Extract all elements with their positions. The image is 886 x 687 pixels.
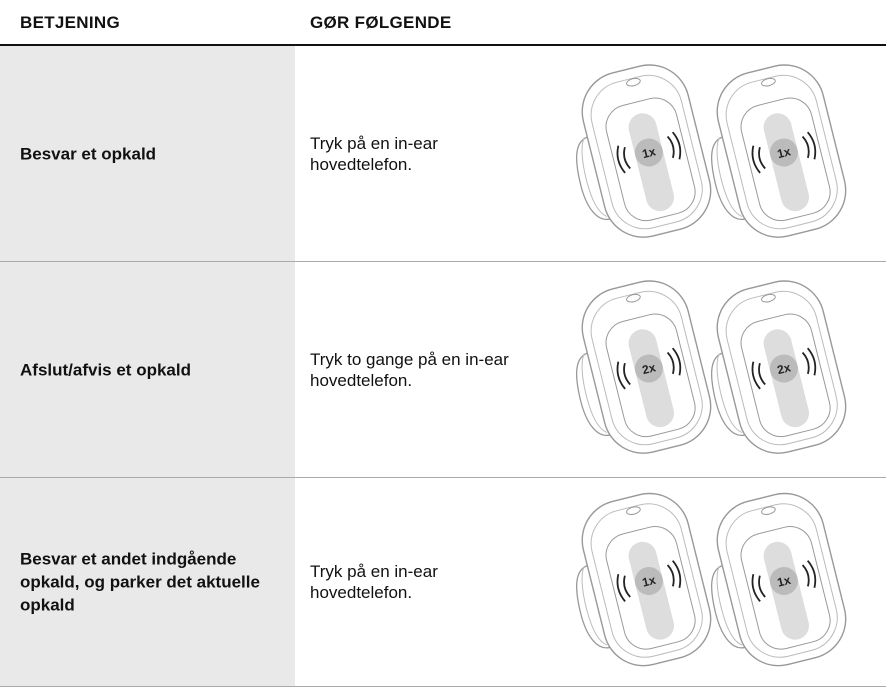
earbud-shape bbox=[769, 138, 798, 167]
earbud-shape bbox=[576, 564, 610, 649]
earbud-shape bbox=[576, 135, 610, 220]
header-cell: GØR FØLGENDE bbox=[310, 13, 452, 32]
table-row: Afslut/afvis et opkald Tryk to gange på e… bbox=[0, 262, 886, 478]
earbud-shape bbox=[590, 503, 703, 658]
earbud-shape bbox=[769, 354, 798, 383]
earbud-shape bbox=[751, 131, 817, 174]
earbud-shape bbox=[576, 351, 610, 436]
action-text: Tryk på en in-ear hovedtelefon. bbox=[310, 133, 438, 174]
earbud-shape bbox=[626, 77, 641, 87]
tap-count: 2x bbox=[641, 360, 658, 377]
earbud-shape bbox=[711, 135, 745, 220]
earbud-shape bbox=[716, 565, 743, 646]
control-text: Besvar et andet indgående opkald, og par… bbox=[20, 549, 260, 615]
earbud: 2x bbox=[711, 280, 847, 454]
tap-count: 1x bbox=[641, 144, 658, 161]
earbud-shape bbox=[634, 567, 663, 596]
earbud-shape bbox=[761, 77, 776, 87]
earbud-shape bbox=[716, 353, 743, 434]
earbud-icon: 1x bbox=[711, 64, 847, 238]
earbud-shape bbox=[626, 506, 641, 515]
earbud-shape bbox=[634, 138, 663, 167]
earbud: 2x bbox=[576, 280, 712, 454]
earbud-shape bbox=[616, 131, 682, 174]
action-text: Tryk to gange på en in-ear hovedtelefon. bbox=[310, 349, 509, 390]
earbud-shape bbox=[581, 353, 608, 434]
earbud: 1x bbox=[576, 492, 712, 667]
earbud-icon: 1x bbox=[576, 492, 712, 667]
earbud-shape bbox=[616, 560, 682, 602]
earbud-shape bbox=[725, 74, 838, 230]
action-text: Tryk på en in-ear hovedtelefon. bbox=[310, 562, 438, 602]
earbud-shape bbox=[616, 347, 682, 390]
earbud: 1x bbox=[711, 492, 847, 667]
header-cell: BETJENING bbox=[20, 13, 120, 32]
earbud-shape bbox=[761, 506, 776, 515]
earbud-shape bbox=[711, 564, 745, 649]
earbud: 1x bbox=[576, 64, 712, 238]
earbud-shape bbox=[590, 74, 703, 230]
earbud-shape bbox=[761, 293, 776, 303]
earbud-shape bbox=[769, 567, 798, 596]
header-row: BETJENING GØR FØLGENDE bbox=[0, 0, 886, 46]
earbud-icon: 2x bbox=[576, 280, 712, 454]
earbud-shape bbox=[581, 137, 608, 218]
table-row: Besvar et andet indgående opkald, og par… bbox=[0, 478, 886, 687]
earbud-shape bbox=[711, 351, 745, 436]
control-cell: Afslut/afvis et opkald bbox=[0, 262, 295, 477]
earbud: 1x bbox=[711, 64, 847, 238]
earbud-shape bbox=[725, 503, 838, 658]
tap-count: 1x bbox=[641, 573, 658, 590]
earbud-shape bbox=[590, 290, 703, 446]
earbud-icon: 2x bbox=[711, 280, 847, 454]
control-text: Besvar et opkald bbox=[20, 144, 157, 163]
earbud-shape bbox=[751, 347, 817, 390]
control-text: Afslut/afvis et opkald bbox=[20, 360, 191, 379]
tap-count: 1x bbox=[776, 573, 793, 590]
earbud-shape bbox=[634, 354, 663, 383]
tap-count: 2x bbox=[776, 360, 793, 377]
earbud-icon: 1x bbox=[576, 64, 712, 238]
tap-count: 1x bbox=[776, 144, 793, 161]
earbud-shape bbox=[751, 560, 817, 602]
earbud-shape bbox=[581, 565, 608, 646]
earbud-shape bbox=[725, 290, 838, 446]
control-cell: Besvar et andet indgående opkald, og par… bbox=[0, 478, 295, 686]
earbud-icon: 1x bbox=[711, 492, 847, 667]
earbud-shape bbox=[716, 137, 743, 218]
control-cell: Besvar et opkald bbox=[0, 46, 295, 261]
earbud-shape bbox=[626, 293, 641, 303]
table-row: Besvar et opkald Tryk på en in-ear hovedt… bbox=[0, 46, 886, 262]
